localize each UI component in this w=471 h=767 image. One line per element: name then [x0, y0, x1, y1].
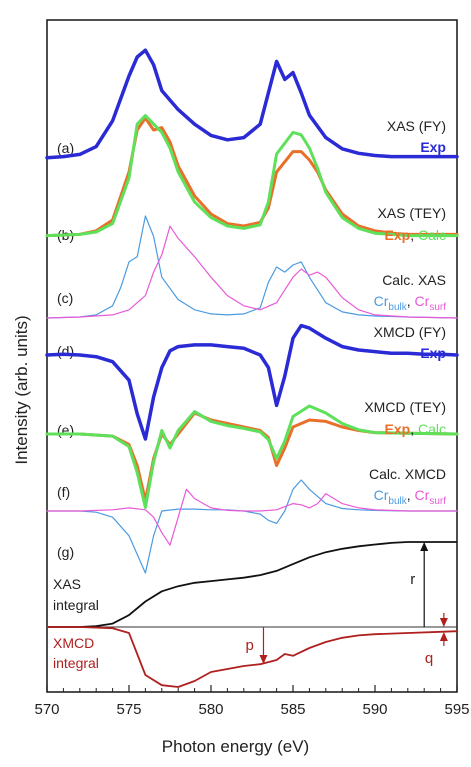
x-tick-label-590: 590 — [362, 701, 387, 718]
q-arrow-top-head — [439, 618, 448, 627]
series-line-f-1 — [46, 488, 458, 546]
p-label: p — [245, 637, 253, 654]
xmcd-integral-label: XMCD — [53, 635, 94, 651]
panel-title-e: XMCD (TEY) — [364, 399, 446, 415]
panel-title-b: XAS (TEY) — [378, 205, 446, 221]
panel-tag-a: (a) — [57, 140, 74, 156]
panel-tag-g: (g) — [57, 544, 74, 560]
xmcd-integral-line — [47, 626, 458, 688]
x-tick-label-580: 580 — [198, 701, 223, 718]
series-line-b-1 — [45, 114, 459, 238]
panel-title-c: Calc. XAS — [382, 272, 446, 288]
series-line-c-0 — [46, 215, 458, 319]
series-line-e-0 — [45, 411, 459, 502]
r-label: r — [410, 571, 415, 588]
plot-area: (a)XAS (FY)Exp(b)XAS (TEY)Exp, Calc(c)Ca… — [34, 48, 470, 718]
xas-integral-line — [47, 541, 457, 628]
panel-tag-d: (d) — [57, 343, 74, 359]
x-tick-label-585: 585 — [280, 701, 305, 718]
panel-legend-f: Crbulk, Crsurf — [374, 487, 447, 507]
panel-legend-d: Exp — [420, 345, 446, 361]
xmcd-integral-label-2: integral — [53, 655, 99, 671]
x-tick-label-595: 595 — [444, 701, 469, 718]
p-arrow-head — [259, 655, 268, 664]
panel-legend-e: Exp, Calc — [385, 421, 446, 437]
panel-tag-e: (e) — [57, 422, 74, 438]
series-line-e-1 — [45, 404, 459, 509]
series-line-d-0 — [45, 323, 459, 441]
panel-tag-f: (f) — [57, 484, 70, 500]
x-axis-label: Photon energy (eV) — [161, 737, 310, 756]
panel-tag-c: (c) — [57, 290, 73, 306]
panel-legend-a: Exp — [420, 139, 446, 155]
x-tick-label-570: 570 — [34, 701, 59, 718]
x-tick-label-575: 575 — [116, 701, 141, 718]
xas-integral-label: XAS — [53, 576, 81, 592]
panel-title-d: XMCD (FY) — [374, 324, 446, 340]
panel-title-a: XAS (FY) — [387, 118, 446, 134]
xas-integral-label-2: integral — [53, 597, 99, 613]
series-line-f-0 — [46, 479, 458, 574]
panel-legend-c: Crbulk, Crsurf — [374, 293, 447, 313]
y-axis-label: Intensity (arb. units) — [12, 315, 31, 465]
panel-title-f: Calc. XMCD — [369, 466, 446, 482]
series-line-c-1 — [46, 225, 458, 319]
r-arrow-head — [420, 542, 429, 551]
q-label: q — [425, 650, 433, 667]
q-arrow-bottom-head — [439, 632, 448, 641]
panel-legend-b: Exp, Calc — [385, 227, 446, 243]
series-line-a-0 — [45, 48, 459, 160]
